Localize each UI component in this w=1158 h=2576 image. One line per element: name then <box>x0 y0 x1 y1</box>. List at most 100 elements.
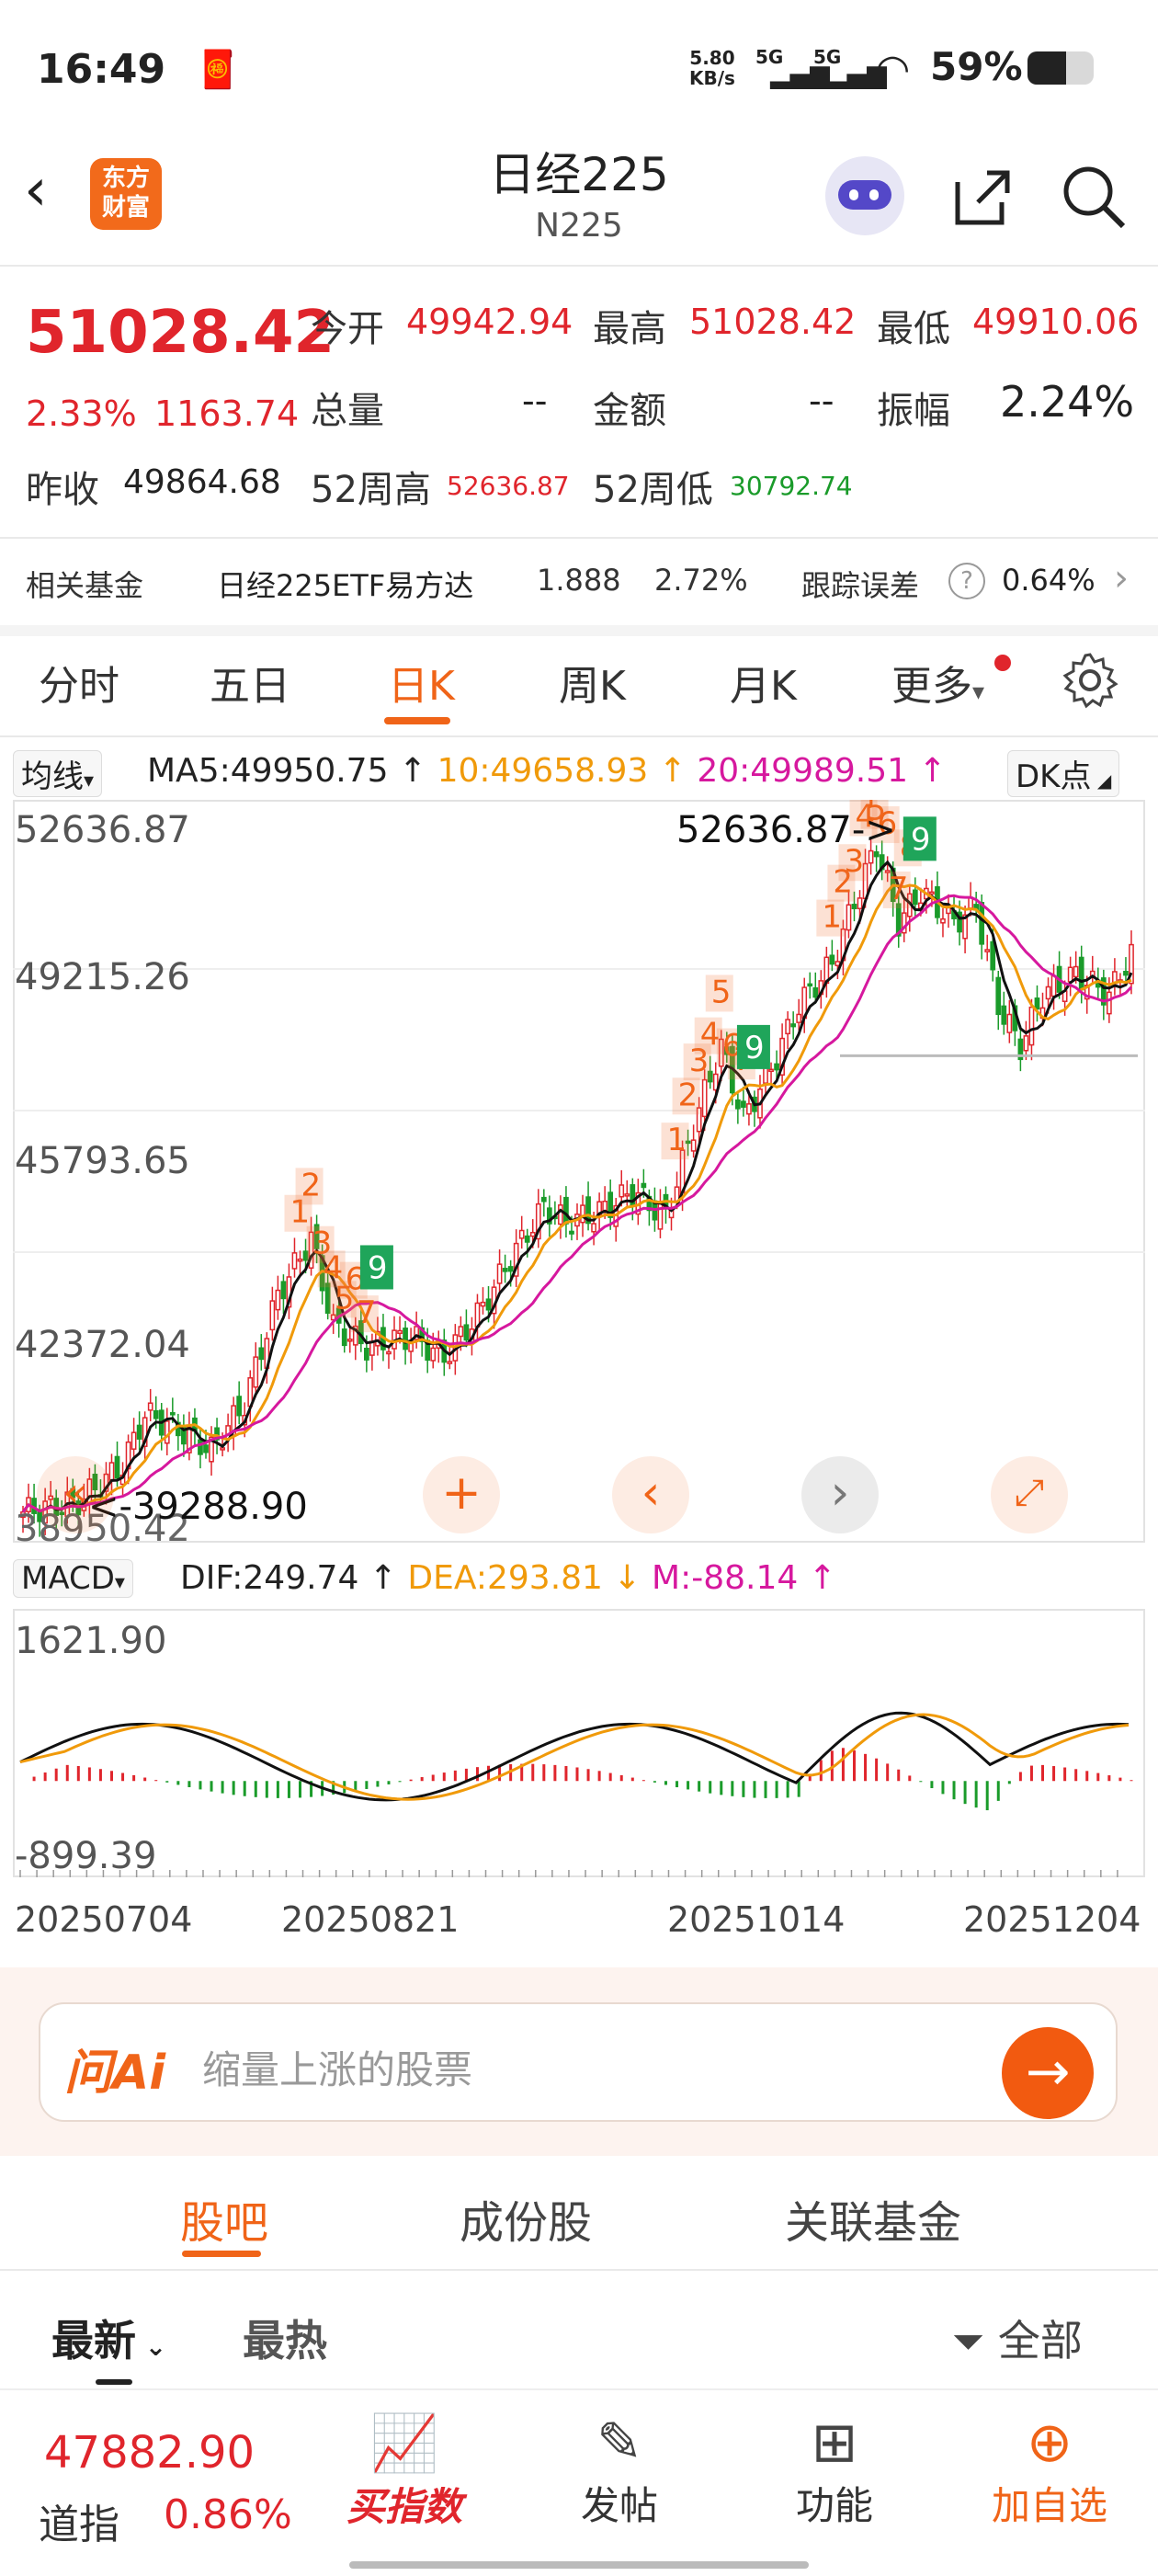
y-axis-label-1: 52636.87 <box>15 809 190 851</box>
td-nine-marker <box>903 816 937 861</box>
signal-bars-icon-2: ▂▄▆ <box>827 59 887 89</box>
amplitude-value: 2.24% <box>1000 377 1135 427</box>
current-price: 51028.42 <box>26 299 335 367</box>
candle-body <box>291 1252 298 1270</box>
nav-add-watch[interactable]: ⊕ 加自选 <box>976 2411 1123 2531</box>
macd-selector-label: MACD <box>21 1560 115 1597</box>
candle-body <box>546 1207 552 1225</box>
ticker-index-pct[interactable]: 0.86% <box>164 2491 292 2538</box>
tab-weekly-k[interactable]: 周K <box>559 663 626 710</box>
td-count-marker: 2 <box>678 1077 698 1113</box>
section-tab-indicator <box>182 2251 261 2257</box>
fullscreen-button[interactable]: ⤢ <box>991 1456 1068 1533</box>
candle-body <box>403 1328 408 1351</box>
td-nine-label: 9 <box>744 1030 765 1066</box>
rewind-button[interactable]: « <box>37 1456 114 1533</box>
td-marker-bg <box>683 1043 711 1081</box>
td-marker-bg <box>295 1168 324 1205</box>
candle-body <box>1107 991 1112 1015</box>
grid-icon: ⊞ <box>811 2411 858 2475</box>
settings-gear-icon[interactable] <box>1061 651 1119 713</box>
sort-hot[interactable]: 最热 <box>243 2316 327 2365</box>
candle-body <box>153 1409 159 1419</box>
y-axis-label-4: 42372.04 <box>15 1324 190 1366</box>
tab-daily-k[interactable]: 日K <box>388 663 455 710</box>
up-arrow-icon: ↑ <box>798 1559 836 1597</box>
macd-chart[interactable] <box>13 1609 1145 1881</box>
date-label-3: 20251014 <box>667 1899 846 1940</box>
filter-all[interactable]: ⏷ 全部 <box>952 2308 1083 2368</box>
ai-search-box[interactable] <box>39 2002 1118 2122</box>
ai-robot-icon[interactable] <box>825 156 904 235</box>
candle-body <box>768 1068 774 1073</box>
ticker-index-value[interactable]: 47882.90 <box>44 2427 255 2479</box>
amount-label: 金额 <box>593 390 666 432</box>
fund-row-label: 相关基金 <box>26 568 144 603</box>
nav-add-watch-label: 加自选 <box>991 2483 1107 2528</box>
search-icon[interactable] <box>1059 162 1129 235</box>
help-icon[interactable]: ? <box>948 563 985 599</box>
macd-frame <box>13 1609 1145 1877</box>
candle-body <box>1067 966 1073 983</box>
candle-body <box>868 849 874 864</box>
tab-related-funds[interactable]: 关联基金 <box>785 2197 962 2249</box>
dea-line <box>19 1713 1130 1801</box>
chevron-right-icon: › <box>1114 557 1129 599</box>
high-label: 最高 <box>593 308 666 350</box>
tab-guba[interactable]: 股吧 <box>180 2197 269 2249</box>
back-icon[interactable]: ‹ <box>24 156 48 224</box>
fund-name: 日经225ETF易方达 <box>217 568 474 603</box>
td-count-marker: 1 <box>290 1194 310 1231</box>
candle-body <box>297 1258 303 1262</box>
tab-more[interactable]: 更多▾ <box>891 653 1011 712</box>
candle-body <box>386 1351 392 1355</box>
dk-point-toggle[interactable]: DK点 ◢ <box>1007 750 1120 797</box>
sort-latest[interactable]: 最新 ⌄ <box>51 2308 166 2368</box>
related-fund-row[interactable]: 相关基金 日经225ETF易方达 1.888 2.72% 跟踪误差 ? 0.64… <box>0 542 1158 625</box>
candle-body <box>569 1230 574 1235</box>
macd-selector[interactable]: MACD▾ <box>13 1559 133 1598</box>
share-icon[interactable] <box>950 164 1016 234</box>
candle-body <box>341 1328 347 1347</box>
candle-body <box>619 1184 625 1198</box>
nav-buy-index[interactable]: 📈 买指数 <box>331 2411 478 2532</box>
ma-selector[interactable]: 均线▾ <box>13 750 103 797</box>
candle-body <box>723 1046 730 1055</box>
bottom-nav: 47882.90 道指 0.86% 📈 买指数 ✎ 发帖 ⊞ 功能 ⊕ 加自选 <box>0 2388 1158 2576</box>
candle-body <box>103 1473 109 1492</box>
volume-value: -- <box>522 381 548 421</box>
candle-body <box>324 1282 331 1314</box>
status-bar: 16:49 🧧 5.80 KB/s 5G ▂▄▆ 5G ▂▄▆ ◠ 59% <box>0 0 1158 138</box>
td-marker-bg <box>317 1250 346 1288</box>
td-marker-bg <box>816 899 845 937</box>
amount-value: -- <box>809 381 834 421</box>
pan-left-button[interactable]: ‹ <box>612 1456 689 1533</box>
candlestick-chart[interactable]: 1234567123456712345678999 <box>13 800 1145 1543</box>
ai-search-placeholder[interactable]: 缩量上涨的股票 <box>202 2047 473 2092</box>
candle-body <box>957 911 962 933</box>
nav-function[interactable]: ⊞ 功能 <box>761 2411 908 2531</box>
active-tab-indicator <box>384 717 450 724</box>
dk-point-label: DK点 <box>1016 758 1092 795</box>
tab-timeshare[interactable]: 分时 <box>39 663 119 710</box>
zoom-in-button[interactable]: + <box>423 1456 500 1533</box>
tab-monthly-k[interactable]: 月K <box>730 663 797 710</box>
td-count-marker: 5 <box>867 800 887 828</box>
candle-body <box>630 1184 636 1206</box>
logo-line1: 东方 <box>101 165 150 192</box>
candle-body <box>108 1462 115 1481</box>
tab-five-day[interactable]: 五日 <box>210 663 290 710</box>
pan-right-button[interactable]: › <box>801 1456 879 1533</box>
tab-constituents[interactable]: 成份股 <box>460 2197 593 2249</box>
low-label: 最低 <box>877 308 950 350</box>
quote-divider <box>0 537 1158 539</box>
arrow-right-icon[interactable]: → <box>1002 2027 1094 2119</box>
candle-body <box>48 1495 54 1500</box>
candle-body <box>1078 956 1084 991</box>
high-annotation: 52636.87-> <box>676 809 896 851</box>
candle-body <box>602 1200 608 1212</box>
nav-post[interactable]: ✎ 发帖 <box>546 2411 693 2531</box>
prev-close-value: 49864.68 <box>123 463 281 501</box>
caret-down-icon: ▾ <box>972 678 985 706</box>
ticker-index-name[interactable]: 道指 <box>39 2502 119 2548</box>
